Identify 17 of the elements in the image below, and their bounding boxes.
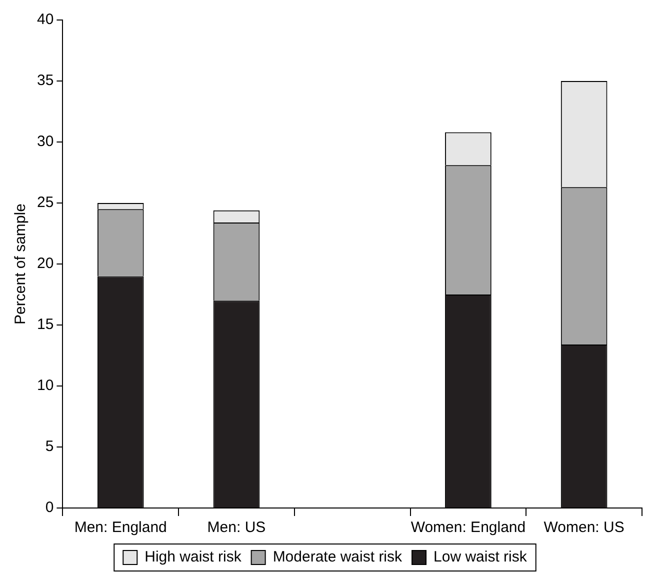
y-tick-label: 30 — [36, 133, 54, 150]
y-tick-label: 5 — [45, 438, 54, 456]
legend-label: Low waist risk — [434, 548, 528, 566]
x-tick-label: Men: US — [207, 519, 266, 536]
legend-label: High waist risk — [144, 548, 242, 566]
x-tick-label: Men: England — [74, 519, 167, 536]
x-tick-label: Women: England — [410, 519, 526, 536]
y-tick-label: 20 — [36, 255, 54, 272]
legend-label: Moderate waist risk — [272, 548, 403, 566]
x-tick-label: Women: US — [544, 519, 624, 536]
y-tick-label: 10 — [36, 377, 54, 394]
y-tick-label: 40 — [36, 11, 54, 28]
y-tick-label: 15 — [36, 316, 54, 334]
y-axis-title: Percent of sample — [12, 204, 30, 324]
y-tick-label: 0 — [45, 499, 54, 516]
y-tick-label: 35 — [36, 72, 54, 90]
y-tick-label: 25 — [36, 194, 54, 212]
